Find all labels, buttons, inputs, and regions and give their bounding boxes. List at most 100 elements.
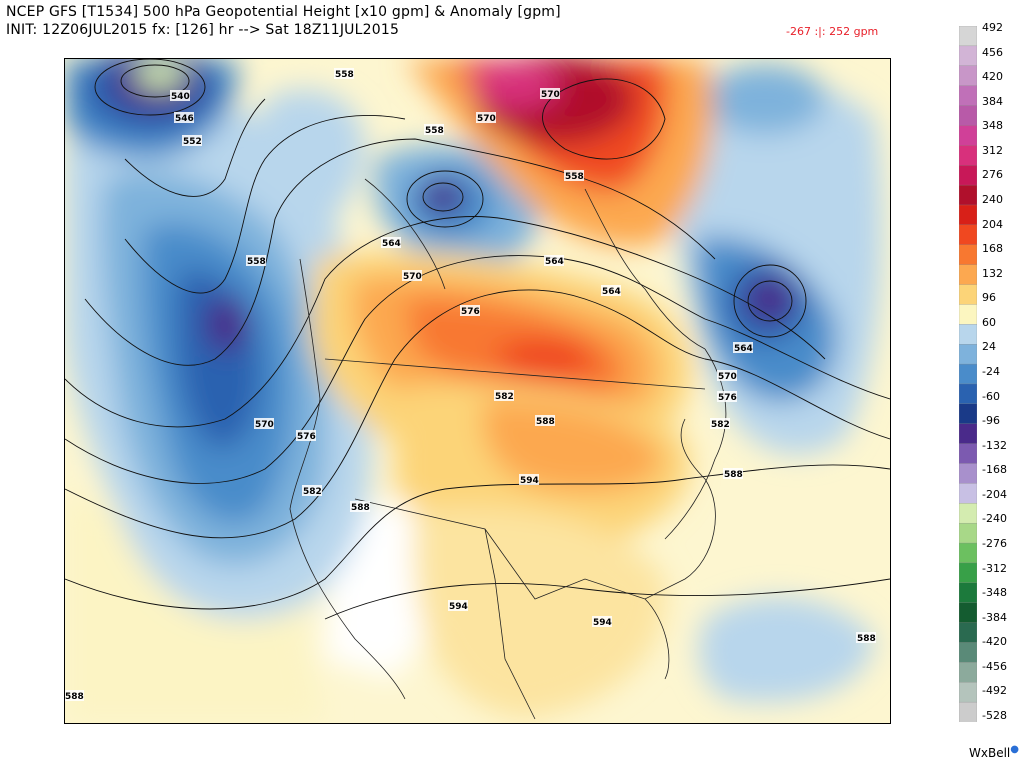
contour-label-bg: [592, 616, 612, 627]
colorbar-swatch: [959, 423, 977, 445]
colorbar-swatch: [959, 682, 977, 703]
contour-label: 564: [602, 287, 621, 297]
colorbar-tick-label: 60: [982, 315, 996, 329]
colorbar-tick-label: -528: [982, 709, 1007, 722]
contour-label-bg: [65, 690, 84, 701]
contour-label-bg: [296, 430, 316, 441]
colorbar-swatch: [959, 45, 977, 67]
contour-label: 576: [297, 432, 316, 442]
colorbar-swatch: [959, 284, 977, 306]
colorbar-tick-label: -492: [982, 684, 1007, 698]
colorbar-swatch: [959, 542, 977, 564]
colorbar-swatch: [959, 701, 977, 722]
colorbar-swatch: [959, 264, 977, 286]
colorbar-tick-label: 204: [982, 217, 1003, 231]
contour-label: 558: [565, 172, 584, 182]
colorbar-tick-label: -348: [982, 586, 1007, 600]
colorbar-swatch: [959, 344, 977, 365]
contour-label: 570: [255, 420, 274, 430]
contour-label: 576: [461, 307, 480, 317]
chart-title: NCEP GFS [T1534] 500 hPa Geopotential He…: [6, 4, 561, 20]
contour-label: 564: [545, 257, 564, 267]
contour-label-bg: [246, 255, 266, 266]
colorbar-tick-label: 384: [982, 94, 1003, 108]
brand-text: WxBell: [969, 746, 1011, 760]
contour-label-bg: [170, 90, 190, 101]
colorbar-tick-label: -132: [982, 438, 1007, 452]
contour-label-bg: [564, 170, 584, 181]
contour-label-bg: [302, 485, 322, 496]
anomaly-map: 540 546 552 558 558 558 564 564 570 570 570 576 576 5…: [64, 58, 891, 724]
contour-label-bg: [381, 237, 401, 248]
contour-label-bg: [540, 88, 560, 99]
contour-label-bg: [182, 135, 202, 146]
contour-label-bg: [717, 391, 737, 402]
colorbar-swatch: [959, 662, 977, 683]
colorbar-tick-label: 312: [982, 143, 1003, 157]
colorbar-swatch: [959, 105, 977, 127]
contour-label: 594: [520, 476, 539, 486]
colorbar-tick-label: -240: [982, 512, 1007, 526]
contour-label-bg: [254, 418, 274, 429]
contour-label-bg: [544, 255, 564, 266]
colorbar-swatch: [959, 224, 977, 246]
colorbar-tick-label: -96: [982, 414, 1000, 428]
contour-label-bg: [334, 68, 354, 79]
contour-label: 588: [536, 417, 555, 427]
contour-label-bg: [424, 124, 444, 135]
forecast-time-line: INIT: 12Z06JUL2015 fx: [126] hr --> Sat …: [6, 22, 400, 38]
colorbar-tick-label: -204: [982, 487, 1007, 501]
colorbar-tick-label: -168: [982, 463, 1007, 477]
colorbar-tick-label: 132: [982, 266, 1003, 280]
colorbar-tick-label: -276: [982, 537, 1007, 550]
colorbar-swatch: [959, 582, 977, 604]
contour-label-bg: [733, 342, 753, 353]
contour-label-bg: [476, 112, 496, 123]
colorbar-swatch: [959, 403, 977, 425]
contour-label-bg: [710, 418, 730, 429]
contour-label-bg: [174, 112, 194, 123]
min-anomaly: -267: [786, 25, 811, 38]
contour-label: 558: [335, 70, 354, 80]
colorbar-swatch: [959, 204, 977, 226]
contour-label: 582: [711, 420, 730, 430]
contour-label-bg: [402, 270, 422, 281]
colorbar-swatch: [959, 145, 977, 166]
contour-label: 552: [183, 137, 202, 147]
colorbar-tick-label: -456: [982, 659, 1007, 673]
contour-label: 588: [857, 634, 876, 644]
colorbar-swatch: [959, 562, 977, 584]
max-anomaly: 252 gpm: [829, 25, 879, 38]
contour-label-bg: [494, 390, 514, 401]
colorbar-swatch: [959, 463, 977, 485]
contour-label: 594: [593, 618, 612, 628]
colorbar-swatch: [959, 602, 977, 624]
colorbar-tick-label: 96: [982, 291, 996, 305]
colorbar-swatch: [959, 165, 977, 186]
contour-label: 546: [175, 114, 194, 124]
contour-label: 570: [403, 272, 422, 282]
colorbar-tick-label: 276: [982, 168, 1003, 182]
contour-label: 570: [477, 114, 496, 124]
colorbar-swatch: [959, 26, 977, 47]
contour-label-bg: [723, 468, 743, 479]
colorbar-tick-label: -60: [982, 389, 1000, 403]
brand-logo: WxBell●: [969, 744, 1019, 760]
anomaly-min-max: -267 :|: 252 gpm: [786, 25, 878, 38]
contour-label-bg: [350, 501, 370, 512]
colorbar-swatch: [959, 184, 977, 206]
colorbar-swatch: [959, 244, 977, 266]
colorbar-swatch: [959, 443, 977, 465]
contour-label: 588: [724, 470, 743, 480]
contour-label: 576: [718, 393, 737, 403]
colorbar-swatch: [959, 642, 977, 664]
colorbar-tick-label: 168: [982, 242, 1003, 256]
colorbar-tick-label: 348: [982, 119, 1003, 133]
contour-label-bg: [460, 305, 480, 316]
contour-label: 588: [351, 503, 370, 513]
contour-label: 558: [247, 257, 266, 267]
brand-dot-icon: ●: [1010, 744, 1019, 755]
colorbar-tick-label: -24: [982, 365, 1000, 378]
colorbar-swatch: [959, 125, 977, 146]
contour-label: 594: [449, 602, 468, 612]
